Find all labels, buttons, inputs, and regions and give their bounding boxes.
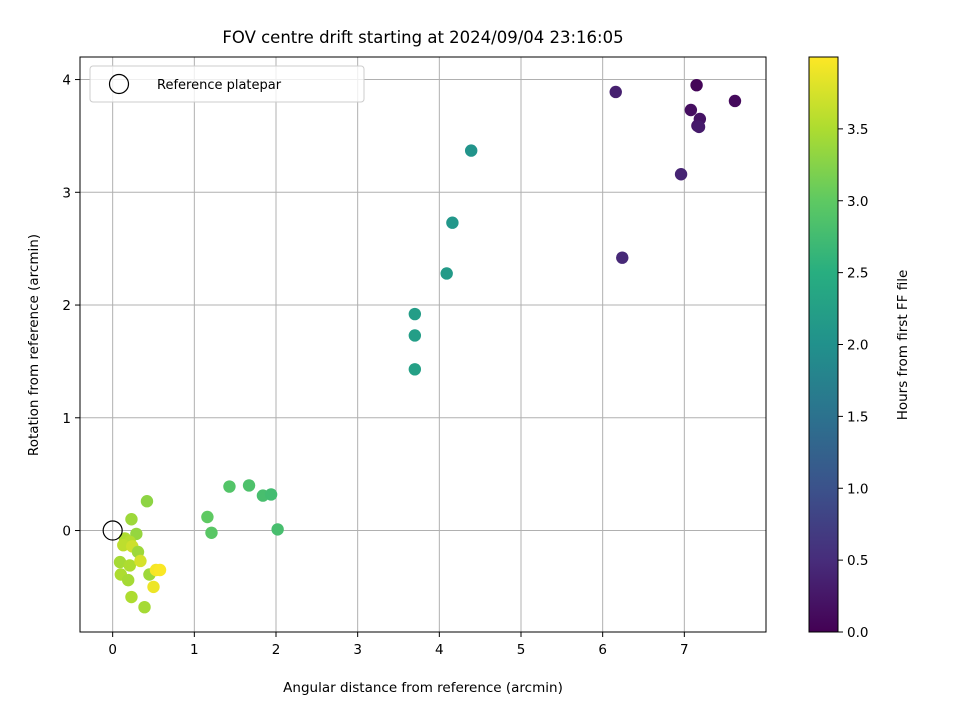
data-point — [728, 94, 742, 108]
data-point — [690, 78, 703, 92]
data-points — [113, 78, 742, 614]
colorbar-tick-label: 2.0 — [847, 338, 868, 354]
y-axis-ticks: 0 1 2 3 4 — [62, 73, 80, 540]
data-point — [692, 120, 706, 134]
data-point — [125, 590, 138, 604]
data-point — [616, 251, 629, 264]
colorbar-ticks: 0.0 0.5 1.0 1.5 2.0 2.5 3.0 3.5 — [838, 122, 868, 641]
legend-box — [89, 65, 365, 103]
chart-title: FOV centre drift starting at 2024/09/04 … — [222, 28, 623, 47]
data-point — [153, 563, 167, 577]
y-tick-label: 3 — [62, 185, 71, 201]
data-point — [125, 513, 138, 526]
x-axis-label: Angular distance from reference (arcmin) — [283, 680, 563, 696]
reference-point-marker — [102, 520, 123, 541]
y-tick-label: 1 — [62, 411, 71, 427]
x-tick-label: 6 — [598, 642, 607, 658]
colorbar-tick-label: 3.5 — [847, 122, 868, 138]
data-point — [684, 103, 698, 117]
x-tick-label: 3 — [353, 642, 362, 658]
colorbar-tick-label: 0.5 — [847, 553, 868, 569]
data-point — [205, 526, 218, 539]
x-tick-label: 7 — [680, 642, 689, 658]
x-tick-label: 2 — [272, 642, 281, 658]
colorbar: 0.0 0.5 1.0 1.5 2.0 2.5 3.0 3.5 Hours from firs… — [808, 56, 911, 641]
x-tick-label: 1 — [190, 642, 199, 658]
data-point — [123, 559, 137, 572]
data-point — [464, 144, 478, 157]
data-point — [138, 600, 151, 614]
colorbar-gradient — [808, 56, 839, 633]
data-point — [201, 510, 214, 524]
grid-lines — [80, 57, 766, 632]
y-tick-label: 0 — [62, 524, 71, 540]
reference-point-layer — [102, 520, 123, 541]
data-point — [440, 267, 453, 280]
data-point — [117, 538, 130, 552]
plot-frame — [79, 56, 767, 633]
data-point — [223, 480, 236, 493]
y-tick-label: 2 — [62, 298, 71, 314]
colorbar-tick-label: 3.0 — [847, 194, 868, 210]
y-axis-label: Rotation from reference (arcmin) — [26, 234, 42, 456]
legend: Reference platepar — [89, 65, 365, 103]
x-tick-label: 4 — [435, 642, 444, 658]
y-tick-label: 4 — [62, 73, 71, 89]
colorbar-tick-label: 1.5 — [847, 409, 868, 425]
colorbar-tick-label: 0.0 — [847, 625, 868, 641]
data-point — [271, 523, 284, 536]
legend-entry-label: Reference platepar — [157, 78, 282, 93]
data-point — [242, 479, 256, 492]
colorbar-label: Hours from first FF file — [895, 270, 911, 421]
data-point — [140, 495, 154, 508]
data-point — [113, 555, 127, 569]
data-point — [121, 573, 135, 587]
data-point — [264, 488, 278, 501]
data-point — [147, 580, 160, 594]
data-point — [408, 363, 422, 376]
data-point — [408, 329, 422, 342]
x-tick-label: 0 — [108, 642, 117, 658]
data-point — [609, 85, 622, 99]
data-point — [408, 307, 422, 321]
colorbar-tick-label: 2.5 — [847, 266, 868, 282]
data-point — [674, 168, 688, 181]
data-point — [134, 554, 147, 568]
x-tick-label: 5 — [517, 642, 526, 658]
data-point — [446, 216, 459, 229]
legend-marker-circle-icon — [108, 73, 130, 95]
x-axis-ticks: 0 1 2 3 4 5 6 7 — [108, 632, 689, 658]
colorbar-tick-label: 1.0 — [847, 481, 868, 497]
